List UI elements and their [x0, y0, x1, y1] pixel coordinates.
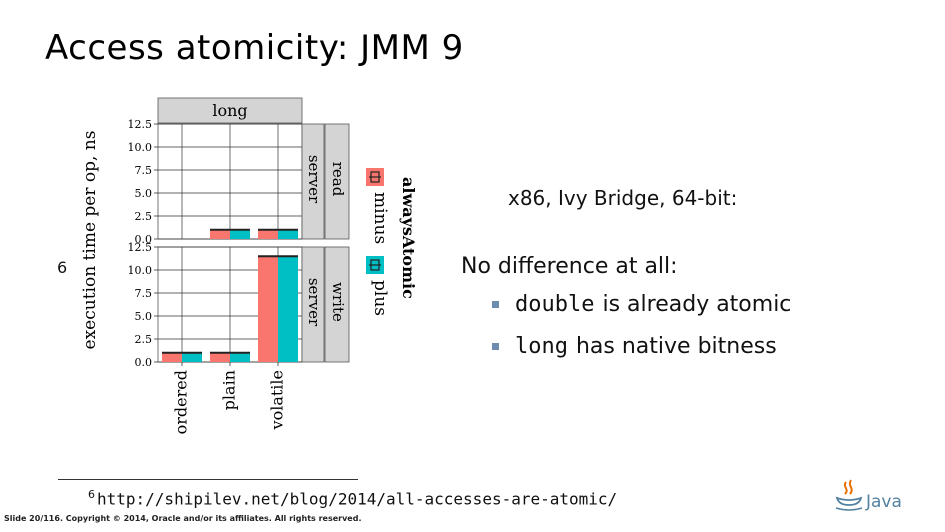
bar-minus [162, 352, 182, 362]
x-tick-label: plain [220, 370, 239, 410]
footnote: 6 http://shipilev.net/blog/2014/all-acces… [88, 488, 617, 508]
bullet-text: is already atomic [602, 292, 792, 317]
bullet-square [492, 301, 499, 308]
y-tick-label: 12.5 [128, 118, 153, 131]
bar-minus [210, 352, 230, 362]
bar-plus [278, 229, 298, 239]
facet-label-long: long [212, 101, 247, 120]
facet-label-row: write [329, 282, 347, 322]
y-tick-label: 0.0 [135, 233, 153, 246]
bullet-code: long [515, 334, 568, 359]
bullet-item: long has native bitness [492, 334, 777, 359]
facet-label-row: server [305, 155, 323, 204]
y-tick-label: 10.0 [128, 264, 153, 277]
y-tick-label: 12.5 [128, 241, 153, 254]
bar-chart: long 0.0 2.5 5.0 7.5 10.0 12.5 server read 0.0 2.5… [80, 97, 418, 434]
slide-title: Access atomicity: JMM 9 [45, 28, 464, 68]
y-tick-label: 0.0 [135, 356, 153, 369]
footnote-marker: 6 [57, 258, 68, 277]
slide-footer: Slide 20/116. Copyright © 2014, Oracle a… [4, 514, 362, 523]
facet-strip-row [324, 246, 350, 363]
facet-strip-long [157, 97, 303, 124]
y-tick-label: 7.5 [135, 164, 153, 177]
bar-plus [230, 352, 250, 362]
logo-text: Java [865, 492, 902, 512]
bar-plus [182, 352, 202, 362]
bar-minus [258, 229, 278, 239]
bullet-code: double [515, 292, 595, 317]
y-tick-label: 10.0 [128, 141, 153, 154]
facet-strip-row [301, 246, 325, 363]
footnote-number: 6 [88, 488, 95, 501]
bullet-text: has native bitness [575, 334, 777, 359]
bullet-item: double is already atomic [492, 292, 791, 317]
x-tick-label: ordered [172, 370, 191, 434]
bar-minus [258, 256, 278, 362]
footnote-rule [58, 479, 358, 480]
x-tick-label: volatile [268, 370, 287, 430]
bar-plus [230, 229, 250, 239]
y-tick-label: 2.5 [135, 333, 153, 346]
facet-label-row: read [329, 162, 347, 197]
footnote-link[interactable]: http://shipilev.net/blog/2014/all-access… [97, 489, 618, 509]
y-tick-label: 5.0 [135, 187, 153, 200]
bullet-square [492, 343, 499, 350]
facet-strip-row [301, 123, 325, 240]
y-tick-label: 7.5 [135, 287, 153, 300]
java-logo: Java [835, 479, 902, 512]
bar-minus [210, 229, 230, 239]
y-axis-label: execution time per op, ns [80, 131, 100, 350]
lead-text: No difference at all: [461, 254, 678, 279]
legend-label-minus: minus [370, 192, 390, 244]
bar-plus [278, 256, 298, 362]
y-tick-label: 2.5 [135, 210, 153, 223]
legend-label-plus: plus [370, 280, 390, 316]
facet-label-row: server [305, 278, 323, 327]
facet-strip-row [324, 123, 350, 240]
legend-title: alwaysAtomic [399, 177, 418, 299]
platform-text: x86, Ivy Bridge, 64-bit: [508, 186, 738, 210]
y-tick-label: 5.0 [135, 310, 153, 323]
